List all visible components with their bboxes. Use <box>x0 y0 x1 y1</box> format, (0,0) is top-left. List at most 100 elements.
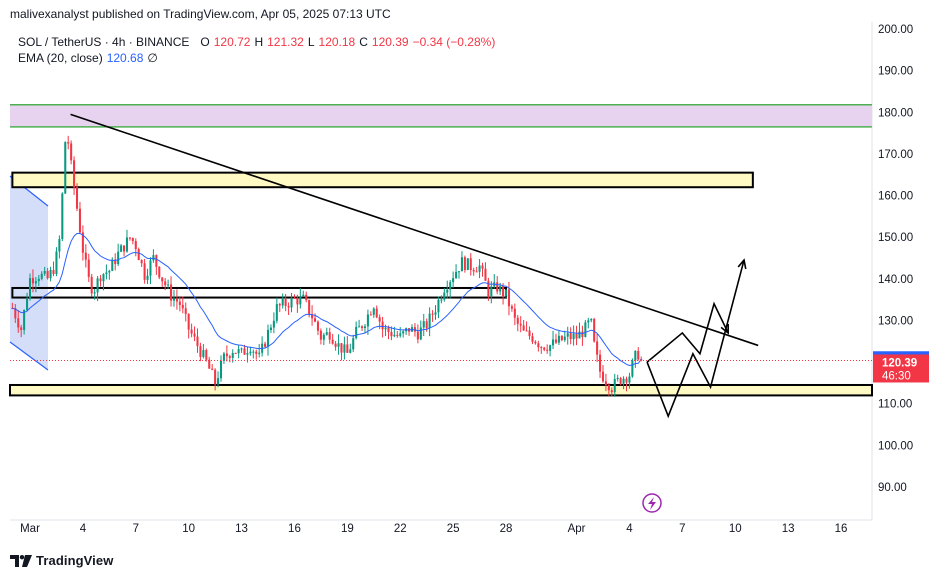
time-tick-label: 10 <box>729 523 742 535</box>
time-tick-label: 4 <box>626 523 633 535</box>
time-tick-label: 7 <box>679 523 685 535</box>
candle-body <box>225 353 228 357</box>
candle-body <box>190 329 193 334</box>
candle-body <box>99 278 102 282</box>
candle-body <box>443 292 446 300</box>
candle-body <box>334 343 337 347</box>
candle-body <box>378 317 381 322</box>
candle-body <box>131 238 134 242</box>
countdown-badge-text: 46:30 <box>882 370 911 382</box>
projection-arrowhead <box>737 258 747 270</box>
candle-body <box>478 265 481 272</box>
candle-body <box>43 270 46 274</box>
lightning-icon[interactable] <box>642 493 662 513</box>
supply-box <box>11 171 754 189</box>
candle-body <box>546 349 549 351</box>
candle-body <box>522 325 525 331</box>
high-value: 121.32 <box>267 35 304 49</box>
candle-body <box>528 330 531 337</box>
candle-body <box>554 339 558 343</box>
candle-body <box>387 327 390 333</box>
candle-body <box>202 350 205 357</box>
candle-body <box>484 268 487 281</box>
candle-body <box>437 299 440 313</box>
candle-body <box>393 334 396 337</box>
candle-body <box>264 343 267 347</box>
candle-body <box>519 323 522 326</box>
candle-body <box>322 334 325 340</box>
candle-body <box>337 343 340 347</box>
low-label: L <box>307 35 315 49</box>
time-tick-label: 22 <box>394 523 407 535</box>
time-tick-label: 25 <box>447 523 460 535</box>
candle-body <box>23 310 26 330</box>
candle-body <box>278 304 281 306</box>
tradingview-brand[interactable]: TradingView <box>10 553 113 568</box>
price-tick-label: 200.00 <box>878 24 913 36</box>
left-channel-fill <box>10 176 48 370</box>
candle-body <box>284 299 287 306</box>
candle-body <box>372 308 375 315</box>
candle-body <box>346 344 349 353</box>
candle-body <box>613 378 616 393</box>
high-label: H <box>254 35 264 49</box>
ema-label[interactable]: EMA (20, close) <box>18 51 103 65</box>
candle-body <box>625 378 628 383</box>
candle-body <box>399 333 402 336</box>
time-tick-label: 10 <box>182 523 195 535</box>
candle-body <box>593 319 596 342</box>
projection-path <box>646 301 729 363</box>
candle-body <box>631 360 634 377</box>
candle-body <box>499 285 502 292</box>
candle-body <box>164 281 167 286</box>
price-tick-label: 160.00 <box>878 191 913 203</box>
candle-body <box>340 343 343 353</box>
candle-body <box>84 252 87 260</box>
change-value: −0.34 (−0.28%) <box>412 35 496 49</box>
candle-body <box>196 336 199 347</box>
candle-body <box>281 299 284 306</box>
candle-body <box>396 334 399 336</box>
symbol-label[interactable]: SOL / TetherUS · 4h · BINANCE <box>18 35 190 49</box>
candle-body <box>425 321 428 329</box>
candle-body <box>313 318 317 322</box>
candle-body <box>560 335 563 341</box>
candle-body <box>249 351 252 354</box>
time-tick-label: 19 <box>341 523 354 535</box>
candle-body <box>149 260 152 276</box>
candle-body <box>490 286 493 297</box>
candle-body <box>516 317 519 324</box>
candle-body <box>349 349 352 353</box>
left-channel-bottom-edge <box>9 341 49 371</box>
candle-body <box>510 306 513 309</box>
candle-body <box>31 278 34 284</box>
candle-body <box>211 368 214 370</box>
candle-body <box>434 312 437 315</box>
candle-body <box>319 330 322 340</box>
candle-body <box>428 313 431 329</box>
time-axis[interactable]: Mar 4 7 10 13 16 19 22 25 28 Apr 4 7 10 13 16 <box>20 523 847 535</box>
candle-body <box>293 297 296 299</box>
candle-body <box>549 345 552 351</box>
price-tick-label: 90.00 <box>878 482 907 494</box>
candle-body <box>123 245 126 252</box>
candle-body <box>181 304 184 309</box>
candle-body <box>540 347 543 349</box>
candle-body <box>634 350 637 361</box>
candle-body <box>601 371 605 382</box>
candle-body <box>496 282 499 292</box>
candle-body <box>61 193 64 240</box>
candle-body <box>299 296 302 305</box>
candle-body <box>52 269 55 275</box>
candle-body <box>290 297 293 308</box>
candle-body <box>381 321 384 330</box>
candle-body <box>328 332 331 340</box>
candle-body <box>114 259 117 264</box>
candle-body <box>90 276 93 294</box>
price-axis[interactable]: 200.00 190.00 180.00 170.00 160.00 150.00 140.… <box>10 22 913 521</box>
candle-body <box>311 314 314 319</box>
candle-body <box>590 319 593 321</box>
candle-body <box>352 338 355 350</box>
